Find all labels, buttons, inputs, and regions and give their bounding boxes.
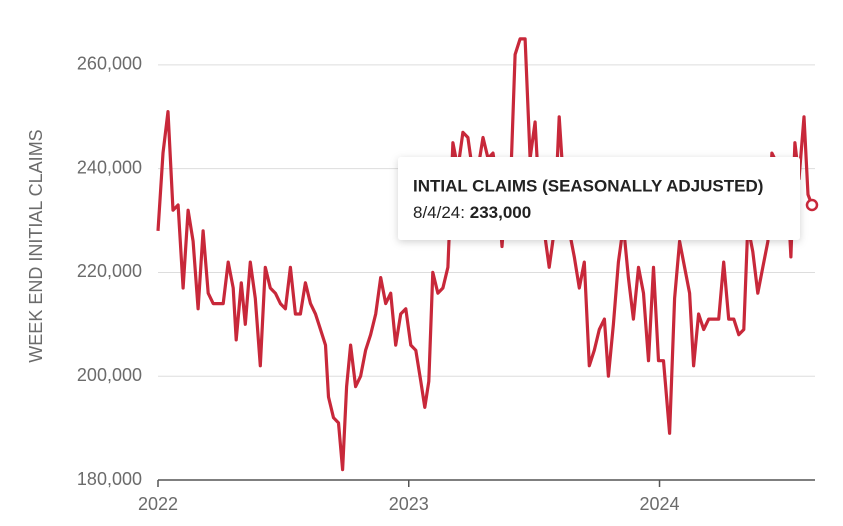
tooltip-line: 8/4/24: 233,000 [413,203,531,222]
x-tick-label: 2023 [389,494,429,514]
x-tick-label: 2024 [640,494,680,514]
tooltip: INTIAL CLAIMS (SEASONALLY ADJUSTED) 8/4/… [398,157,800,240]
y-tick-label: 260,000 [77,54,142,74]
hover-point [805,198,819,212]
y-tick-label: 240,000 [77,157,142,177]
y-tick-label: 200,000 [77,365,142,385]
x-tick-label: 2022 [138,494,178,514]
y-axis-label: WEEK END INITIAL CLAIMS [26,129,46,362]
tooltip-value: 233,000 [470,203,531,222]
line [156,37,814,472]
tooltip-title: INTIAL CLAIMS (SEASONALLY ADJUSTED) [413,176,763,195]
y-tick-label: 180,000 [77,469,142,489]
tooltip-box [398,157,800,240]
tooltip-date: 8/4/24: [413,203,465,222]
y-tick-label: 220,000 [77,261,142,281]
